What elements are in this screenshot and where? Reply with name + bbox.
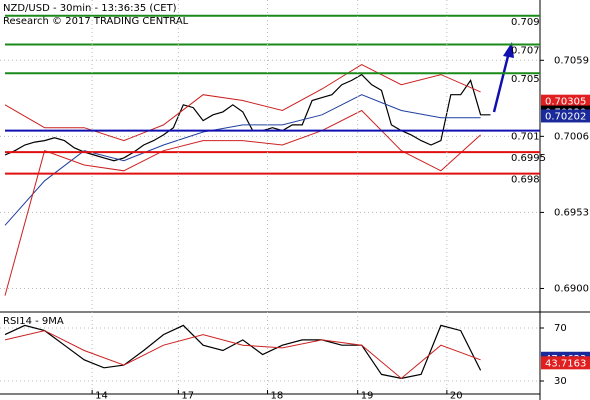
price-box-label: 43.7163 xyxy=(545,358,586,369)
y-tick-label: 0.6953 xyxy=(554,207,589,218)
x-tick-label: 14 xyxy=(95,391,108,400)
price-box xyxy=(541,109,590,123)
y-tick-label: 0.7059 xyxy=(554,55,589,66)
level-label: 0.709 xyxy=(511,17,540,28)
series-line xyxy=(4,64,481,142)
series-line xyxy=(4,94,481,226)
level-label: 0.705 xyxy=(511,74,540,85)
y-tick-label: 70 xyxy=(554,323,567,334)
y-tick-label: 30 xyxy=(554,376,567,387)
x-tick-label: 20 xyxy=(450,391,463,400)
x-tick-label: 19 xyxy=(361,391,374,400)
level-label: 0.6995 xyxy=(511,153,546,164)
x-tick-label: 17 xyxy=(181,391,194,400)
rsi-title: RSI14 - 9MA xyxy=(3,316,64,327)
x-tick-label: 18 xyxy=(271,391,284,400)
chart-subtitle: Research © 2017 TRADING CENTRAL xyxy=(3,16,189,27)
series-line xyxy=(4,109,481,296)
price-box-label: 0.70202 xyxy=(545,111,586,122)
series-line xyxy=(4,330,481,380)
level-label: 0.698 xyxy=(511,175,540,186)
forecast-arrow xyxy=(492,42,514,113)
price-box-label: 0.70305 xyxy=(545,97,586,108)
chart-title: NZD/USD - 30min - 13:36:35 (CET) xyxy=(3,3,177,14)
level-label: 0.701 xyxy=(511,132,540,143)
y-tick-label: 0.6900 xyxy=(554,283,589,294)
price-box xyxy=(541,356,590,370)
level-label: 0.707 xyxy=(511,45,540,56)
price-box xyxy=(541,94,590,108)
y-tick-label: 0.7006 xyxy=(554,131,589,142)
